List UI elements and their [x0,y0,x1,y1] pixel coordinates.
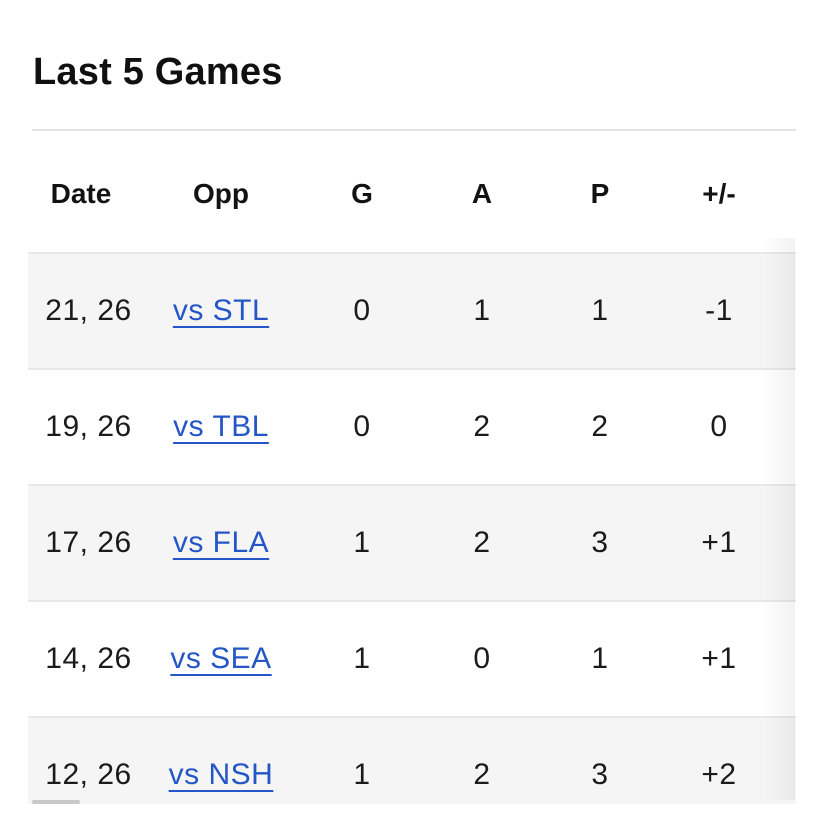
date-cell: 17, 26 [28,484,140,601]
plus-minus-cell: -1 [658,252,780,369]
title-divider [32,129,796,131]
header-row: Date Opp G A P +/- [28,150,796,253]
points-cell: 1 [542,252,658,369]
stats-table-scroll-container[interactable]: Date Opp G A P +/- 21, 26 vs STL 0 1 1 -… [28,150,796,804]
opponent-link[interactable]: vs STL [172,294,270,327]
opponent-link[interactable]: vs NSH [168,758,274,791]
opponent-cell: vs STL [140,252,302,369]
date-cell: 12, 26 [28,716,140,804]
assists-cell: 0 [422,600,542,717]
plus-minus-cell: 0 [658,368,780,485]
table-row: 17, 26 vs FLA 1 2 3 +1 [28,484,796,601]
assists-cell: 1 [422,252,542,369]
opponent-cell: vs TBL [140,368,302,485]
points-cell: 1 [542,600,658,717]
column-header-goals: G [351,178,373,209]
last-5-games-table: Date Opp G A P +/- 21, 26 vs STL 0 1 1 -… [28,150,796,804]
filler-cell [780,484,796,601]
opponent-cell: vs FLA [140,484,302,601]
goals-cell: 0 [302,252,422,369]
points-cell: 2 [542,368,658,485]
filler-cell [780,600,796,717]
points-cell: 3 [542,484,658,601]
goals-cell: 0 [302,368,422,485]
plus-minus-cell: +1 [658,484,780,601]
filler-cell [780,252,796,369]
filler-cell [780,150,796,253]
filler-cell [780,716,796,804]
assists-cell: 2 [422,484,542,601]
horizontal-scrollbar-thumb[interactable] [32,800,80,804]
goals-cell: 1 [302,600,422,717]
assists-cell: 2 [422,368,542,485]
table-row: 14, 26 vs SEA 1 0 1 +1 [28,600,796,717]
plus-minus-cell: +1 [658,600,780,717]
opponent-cell: vs SEA [140,600,302,717]
opponent-link[interactable]: vs TBL [173,410,269,443]
table-row: 12, 26 vs NSH 1 2 3 +2 [28,716,796,804]
filler-cell [780,368,796,485]
table-row: 19, 26 vs TBL 0 2 2 0 [28,368,796,485]
column-header-date: Date [28,150,140,253]
opponent-link[interactable]: vs FLA [172,526,270,559]
column-header-assists: A [471,178,493,209]
column-header-points: P [590,178,610,209]
date-cell: 19, 26 [28,368,140,485]
assists-cell: 2 [422,716,542,804]
goals-cell: 1 [302,716,422,804]
column-header-date-label: Date [50,178,112,209]
date-cell: 14, 26 [28,600,140,717]
goals-cell: 1 [302,484,422,601]
points-cell: 3 [542,716,658,804]
plus-minus-cell: +2 [658,716,780,804]
opponent-cell: vs NSH [140,716,302,804]
table-row: 21, 26 vs STL 0 1 1 -1 [28,252,796,369]
date-cell: 21, 26 [28,252,140,369]
opponent-link[interactable]: vs SEA [170,642,272,675]
column-header-plus-minus: +/- [702,178,736,209]
column-header-opp: Opp [193,178,249,209]
section-title: Last 5 Games [33,51,283,93]
